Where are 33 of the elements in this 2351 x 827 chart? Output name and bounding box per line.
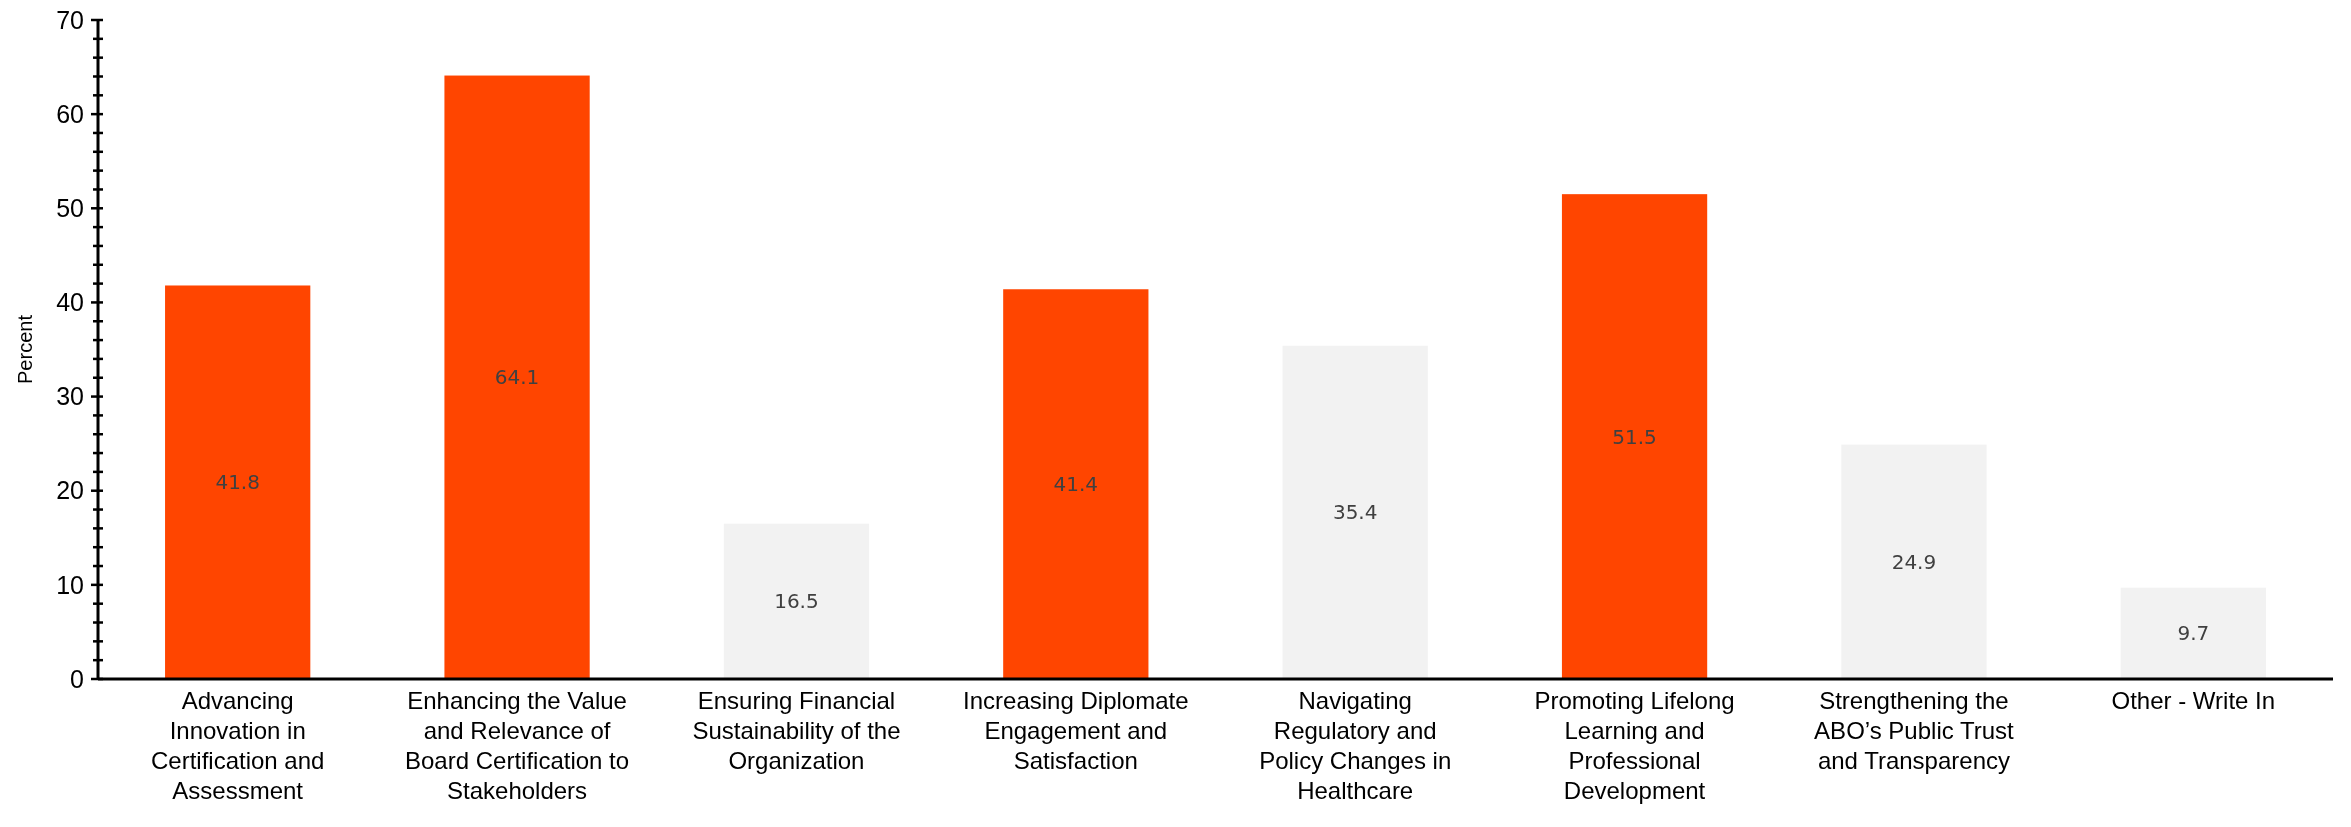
x-tick-label: Ensuring Financial Sustainability of the Organization: [692, 687, 901, 774]
bar: [1841, 444, 1987, 679]
x-tick-label: Enhancing the Value and Relevance of Board Certification to Stakeholders: [405, 687, 630, 804]
bar: [444, 75, 590, 679]
bar: [1282, 345, 1428, 679]
y-tick-label: 20: [56, 476, 84, 505]
y-tick-label: 60: [56, 99, 84, 128]
bar: [2120, 587, 2266, 679]
x-tick-label: Increasing Diplomate Engagement and Satisfaction: [963, 687, 1189, 774]
y-tick-label: 30: [56, 382, 84, 411]
y-tick-label: 40: [56, 288, 84, 317]
data-label: 9.7: [2177, 621, 2210, 646]
data-label: 41.8: [215, 470, 260, 495]
data-label: 35.4: [1332, 500, 1378, 525]
data-label: 51.5: [1612, 424, 1657, 449]
data-label: 24.9: [1891, 549, 1937, 574]
bar: [723, 523, 870, 679]
x-tick-label: Strengthening the ABO’s Public Trust and Transparency: [1814, 687, 2015, 774]
y-tick-label: 0: [70, 664, 84, 693]
y-tick-label: 10: [56, 570, 84, 599]
bar: [165, 285, 311, 679]
data-label: 16.5: [774, 589, 819, 614]
x-tick-label: Other - Write In: [2111, 687, 2276, 714]
data-label: 64.1: [494, 365, 540, 390]
x-tick-label: Promoting Lifelong Learning and Professional Development: [1534, 687, 1735, 804]
x-tick-label: Advancing Innovation in Certification and Assessment: [150, 687, 325, 804]
y-axis-title: Percent: [14, 314, 36, 384]
bar: [1561, 194, 1708, 679]
y-tick-label: 70: [56, 5, 84, 34]
data-label: 41.4: [1053, 472, 1099, 497]
bar: [1003, 289, 1149, 679]
x-tick-label: Navigating Regulatory and Policy Changes in Healthcare: [1259, 687, 1452, 804]
y-tick-label: 50: [56, 194, 84, 223]
